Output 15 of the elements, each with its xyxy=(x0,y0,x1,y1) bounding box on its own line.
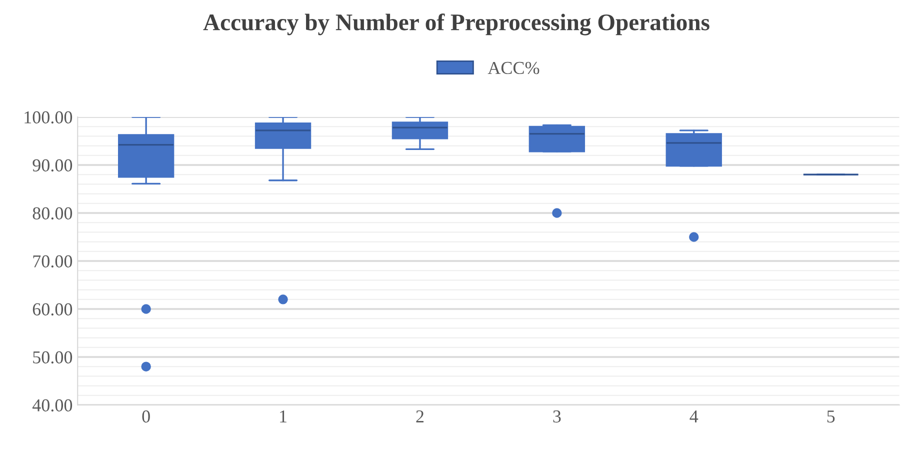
x-tick-label: 4 xyxy=(690,410,698,422)
y-tick-label: 70.00 xyxy=(33,255,72,268)
x-tick-label: 5 xyxy=(827,410,835,423)
x-tick-label: 0 xyxy=(142,410,150,423)
y-tick-label: 50.00 xyxy=(33,351,72,364)
legend-label: ACC% xyxy=(488,62,540,74)
x-tick-label: 3 xyxy=(553,410,561,423)
chart-title: Accuracy by Number of Preprocessing Operations xyxy=(203,14,710,36)
y-tick-label: 40.00 xyxy=(32,399,72,412)
y-tick-label: 60.00 xyxy=(32,303,72,316)
y-tick-label: 100.00 xyxy=(24,111,72,124)
y-tick-label: 90.00 xyxy=(32,159,72,172)
y-tick-label: 80.00 xyxy=(32,207,72,220)
x-tick-label: 1 xyxy=(280,410,286,422)
x-tick-label: 2 xyxy=(416,410,424,422)
